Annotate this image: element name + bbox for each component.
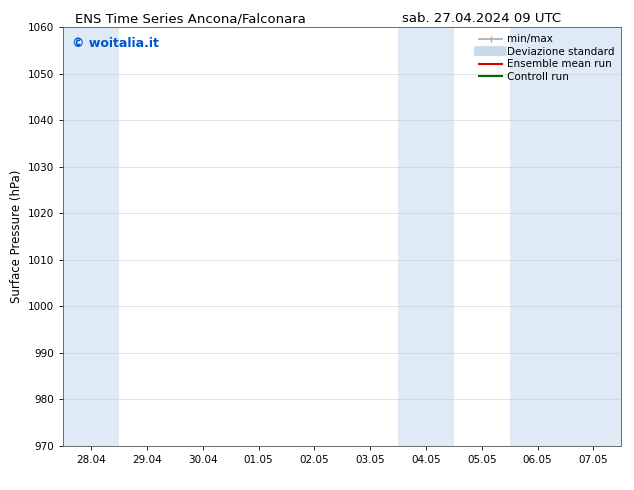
Text: ENS Time Series Ancona/Falconara: ENS Time Series Ancona/Falconara xyxy=(75,12,306,25)
Legend: min/max, Deviazione standard, Ensemble mean run, Controll run: min/max, Deviazione standard, Ensemble m… xyxy=(476,30,618,86)
Text: © woitalia.it: © woitalia.it xyxy=(72,37,158,50)
Y-axis label: Surface Pressure (hPa): Surface Pressure (hPa) xyxy=(10,170,23,303)
Text: sab. 27.04.2024 09 UTC: sab. 27.04.2024 09 UTC xyxy=(403,12,561,25)
Bar xyxy=(63,27,119,446)
Bar xyxy=(398,27,454,446)
Bar xyxy=(510,27,621,446)
